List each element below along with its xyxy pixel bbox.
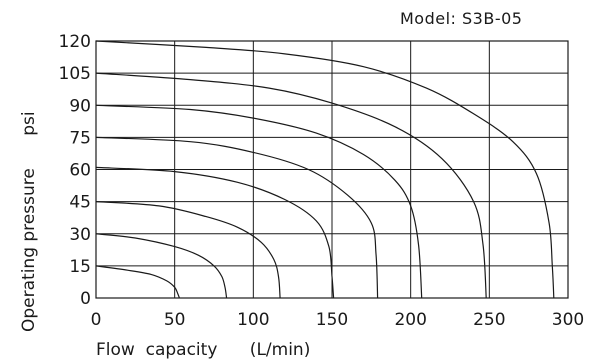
plot-frame (95, 40, 569, 299)
y-tick-label: 90 (69, 96, 91, 116)
series-line-4 (95, 136, 379, 299)
series-line-5 (95, 104, 423, 299)
chart-title: Model: S3B-05 (400, 9, 522, 28)
x-tick-labels: 0 50 100 150 200 250 300 (91, 310, 585, 330)
x-axis-label: Flow capacity (L/min) (96, 340, 310, 360)
x-tick-label: 50 (164, 310, 186, 330)
grid (95, 40, 569, 299)
x-tick-label: 250 (473, 310, 505, 330)
y-tick-label: 30 (69, 225, 91, 245)
y-tick-label: 45 (69, 193, 91, 213)
series-line-2 (95, 201, 281, 299)
y-tick-label: 15 (69, 257, 91, 277)
series-line-3 (95, 166, 335, 299)
y-tick-label: 105 (59, 64, 91, 84)
y-tick-label: 120 (59, 32, 91, 52)
y-tick-label: 0 (80, 289, 91, 309)
series-line-6 (95, 72, 487, 299)
x-tick-label: 300 (552, 310, 584, 330)
series-line-7 (95, 40, 555, 299)
x-tick-label: 150 (316, 310, 348, 330)
y-tick-label: 60 (69, 161, 91, 181)
x-tick-label: 0 (91, 310, 102, 330)
series-line-0 (95, 265, 180, 299)
curves (95, 40, 555, 299)
y-tick-labels: 0 15 30 45 60 75 90 105 120 (59, 32, 91, 309)
x-tick-label: 100 (237, 310, 269, 330)
y-axis-label: Operating pressure psi (19, 111, 39, 332)
y-tick-label: 75 (69, 128, 91, 148)
x-tick-label: 200 (394, 310, 426, 330)
series-line-1 (95, 233, 228, 299)
